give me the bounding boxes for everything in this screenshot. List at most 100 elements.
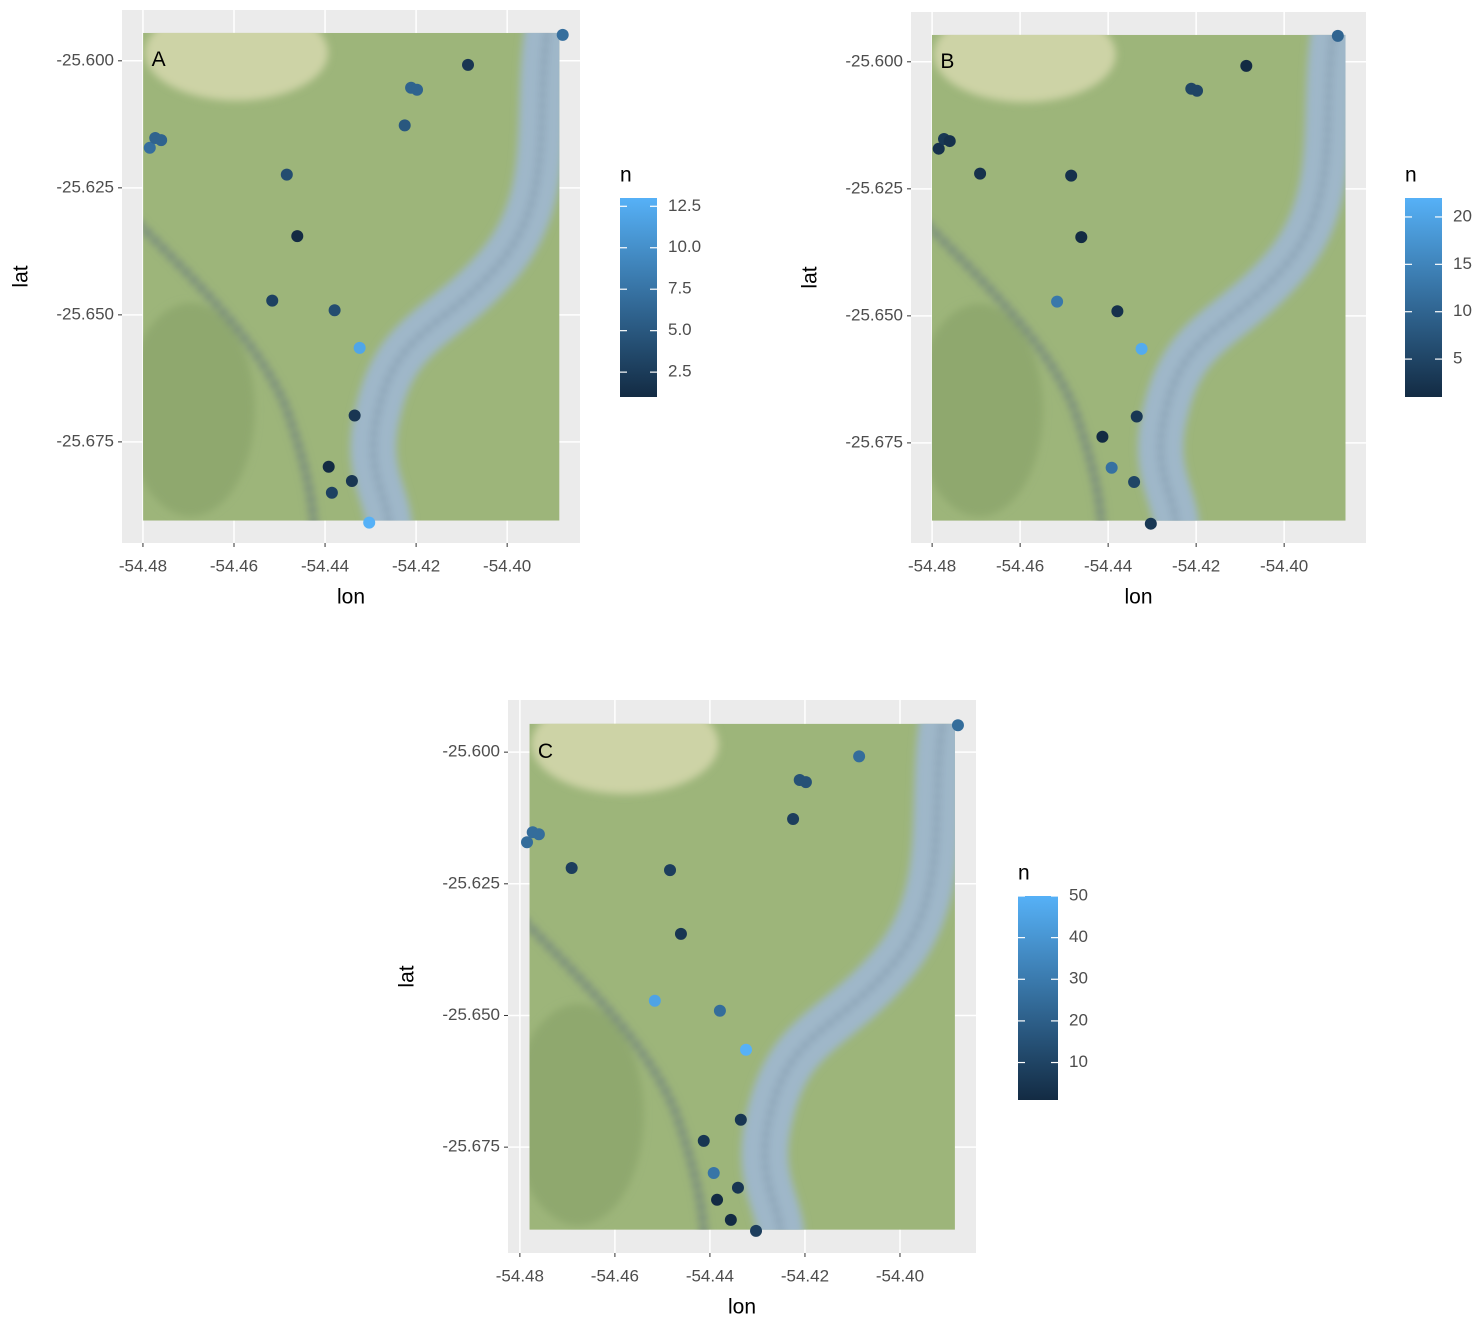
point: [714, 1005, 726, 1017]
y-tick-label: -25.625: [442, 873, 500, 892]
x-tick-label: -54.48: [119, 556, 167, 575]
x-tick-label: -54.46: [210, 556, 258, 575]
point: [974, 168, 986, 180]
point: [1332, 30, 1344, 42]
map-valley: [127, 303, 255, 516]
y-tick-label: -25.675: [845, 432, 903, 451]
point: [1096, 431, 1108, 443]
colorbar-label: 50: [1069, 885, 1088, 904]
colorbar-label: 10.0: [668, 237, 701, 256]
y-tick-label: -25.650: [56, 304, 114, 323]
point: [787, 813, 799, 825]
y-tick-label: -25.600: [56, 50, 114, 69]
point: [1131, 410, 1143, 422]
map: [911, 7, 1346, 543]
colorbar-label: 5.0: [668, 320, 692, 339]
colorbar-label: 10: [1453, 301, 1472, 320]
point: [1065, 170, 1077, 182]
annotation: A: [152, 48, 166, 71]
point: [326, 487, 338, 499]
x-axis-title: lon: [728, 1296, 756, 1319]
point: [1145, 518, 1157, 530]
point: [566, 862, 578, 874]
x-tick-label: -54.44: [301, 556, 349, 575]
point: [1051, 296, 1063, 308]
point: [735, 1114, 747, 1126]
x-tick-label: -54.48: [496, 1266, 544, 1285]
colorbar-label: 40: [1069, 927, 1088, 946]
point: [800, 776, 812, 788]
y-axis-title: lat: [396, 965, 419, 987]
point: [711, 1194, 723, 1206]
point: [155, 134, 167, 146]
x-tick-label: -54.44: [1084, 556, 1132, 575]
y-tick-label: -25.650: [845, 305, 903, 324]
point: [944, 135, 956, 147]
point: [649, 995, 661, 1007]
x-tick-label: -54.42: [781, 1266, 829, 1285]
annotation: C: [538, 740, 553, 763]
point: [281, 169, 293, 181]
map-valley: [916, 304, 1043, 516]
point: [1240, 60, 1252, 72]
point: [349, 409, 361, 421]
legend-title: n: [1018, 862, 1030, 885]
point: [1128, 476, 1140, 488]
point: [740, 1044, 752, 1056]
x-tick-label: -54.48: [908, 556, 956, 575]
point: [291, 230, 303, 242]
panel: -54.48-54.46-54.44-54.42-54.40-25.600-25…: [10, 5, 702, 609]
map: [508, 694, 955, 1253]
x-axis-title: lon: [337, 586, 365, 609]
point: [557, 29, 569, 41]
x-tick-label: -54.42: [1172, 556, 1220, 575]
point: [346, 475, 358, 487]
legend-title: n: [1405, 164, 1417, 187]
y-tick-label: -25.625: [845, 178, 903, 197]
colorbar-label: 20: [1069, 1010, 1088, 1029]
colorbar-label: 2.5: [668, 362, 692, 381]
x-tick-label: -54.46: [996, 556, 1044, 575]
point: [411, 84, 423, 96]
panel: -54.48-54.46-54.44-54.42-54.40-25.600-25…: [799, 7, 1472, 609]
colorbar: [1018, 896, 1058, 1100]
point: [462, 59, 474, 71]
y-axis-title: lat: [10, 265, 33, 287]
colorbar: [620, 198, 657, 397]
x-axis-title: lon: [1124, 586, 1152, 609]
legend-title: n: [620, 164, 632, 187]
point: [363, 517, 375, 529]
point: [1106, 462, 1118, 474]
colorbar-label: 7.5: [668, 279, 692, 298]
point: [266, 295, 278, 307]
point: [354, 342, 366, 354]
colorbar-label: 30: [1069, 969, 1088, 988]
x-tick-label: -54.40: [1260, 556, 1308, 575]
x-tick-label: -54.46: [591, 1266, 639, 1285]
point: [1191, 85, 1203, 97]
x-tick-label: -54.40: [876, 1266, 924, 1285]
colorbar: [1405, 198, 1442, 397]
y-axis-title: lat: [799, 266, 822, 288]
point: [952, 719, 964, 731]
point: [853, 750, 865, 762]
y-tick-label: -25.600: [442, 742, 500, 761]
point: [664, 864, 676, 876]
colorbar-label: 5: [1453, 349, 1462, 368]
colorbar-label: 15: [1453, 254, 1472, 273]
point: [1075, 231, 1087, 243]
colorbar-label: 12.5: [668, 196, 701, 215]
y-tick-label: -25.675: [442, 1137, 500, 1156]
colorbar-label: 20: [1453, 206, 1472, 225]
point: [323, 461, 335, 473]
y-tick-label: -25.675: [56, 431, 114, 450]
y-tick-label: -25.650: [442, 1005, 500, 1024]
point: [725, 1214, 737, 1226]
x-tick-label: -54.42: [392, 556, 440, 575]
map-valley: [513, 1004, 644, 1225]
map: [122, 5, 559, 543]
point: [533, 828, 545, 840]
point: [1136, 343, 1148, 355]
point: [732, 1182, 744, 1194]
point: [399, 119, 411, 131]
